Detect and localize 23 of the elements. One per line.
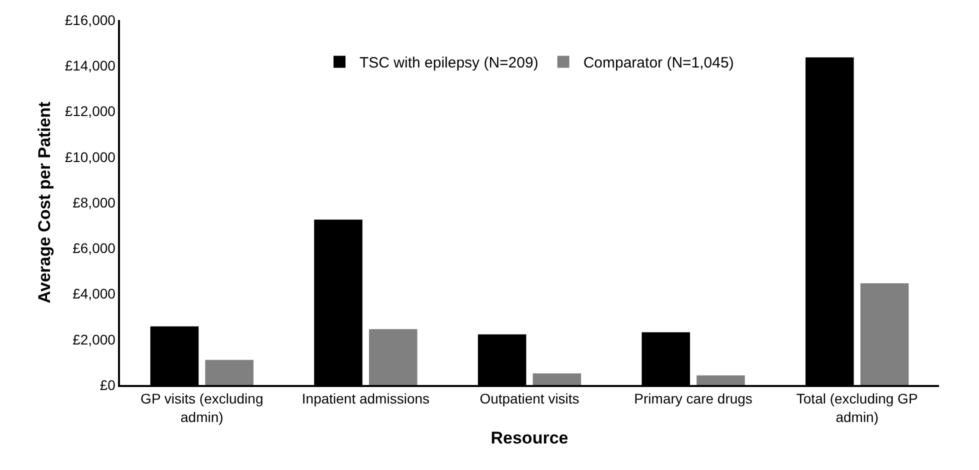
y-axis-title: Average Cost per Patient bbox=[34, 101, 54, 304]
legend-label: TSC with epilepsy (N=209) bbox=[360, 54, 538, 72]
y-tick-label: £16,000 bbox=[64, 12, 116, 28]
bar bbox=[860, 283, 909, 385]
legend-label: Comparator (N=1,045) bbox=[583, 54, 734, 72]
x-axis-title: Resource bbox=[490, 428, 568, 448]
y-tick-label: £0 bbox=[100, 376, 116, 393]
y-tick-label: £6,000 bbox=[72, 240, 116, 256]
x-tick-label: Inpatient admissions bbox=[302, 390, 430, 407]
y-tick-label: £2,000 bbox=[72, 331, 116, 348]
bar bbox=[205, 360, 254, 385]
y-tick-label: £12,000 bbox=[64, 103, 116, 120]
bar bbox=[532, 373, 582, 385]
x-tick-label: Primary care drugs bbox=[634, 390, 752, 407]
y-tick-label: £14,000 bbox=[64, 58, 116, 74]
y-tick-label: £10,000 bbox=[64, 148, 116, 165]
bar bbox=[368, 329, 418, 385]
x-tick-label: Outpatient visits bbox=[480, 390, 580, 407]
x-tick-label: GP visits (excluding admin) bbox=[140, 390, 264, 425]
y-tick-label: £4,000 bbox=[72, 286, 116, 302]
y-tick-label: £8,000 bbox=[72, 194, 116, 210]
bar bbox=[696, 375, 745, 385]
x-tick-label: Total (excluding GP admin) bbox=[796, 390, 918, 425]
